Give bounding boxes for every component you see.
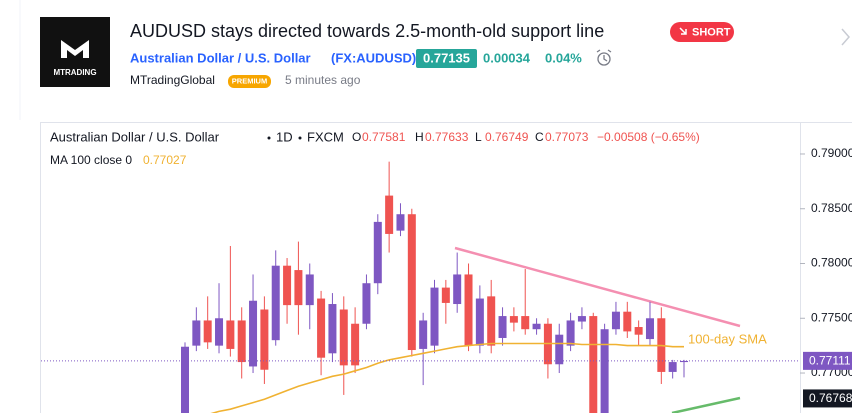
low-marker-label: 0.76768	[809, 391, 852, 405]
low-marker-box	[803, 389, 852, 408]
candle-body	[623, 311, 632, 332]
candle-body	[192, 320, 201, 346]
legend-ohlc-value: 0.77581	[362, 130, 406, 144]
ma-line	[210, 342, 684, 413]
resistance-trendline	[454, 246, 741, 328]
legend-ohlc-label: O	[352, 130, 361, 144]
legend-interval: 1D	[276, 129, 293, 144]
y-tick-label: 0.77500	[811, 310, 852, 324]
candle-body	[464, 274, 473, 346]
candle-body	[430, 287, 439, 346]
candle-body	[215, 318, 224, 346]
candle-body	[509, 316, 518, 323]
legend-source: FXCM	[307, 129, 344, 144]
candle-body	[237, 320, 246, 363]
candle-body	[634, 327, 643, 335]
candle-body	[521, 316, 530, 330]
candle-body	[487, 296, 496, 346]
short-tag[interactable]	[670, 22, 734, 42]
candle-body	[407, 214, 416, 351]
support-trendline	[671, 396, 741, 413]
legend-ohlc-value: 0.77073	[545, 130, 589, 144]
candle-body	[396, 214, 405, 231]
candle-body	[611, 311, 620, 330]
legend-symbol: Australian Dollar / U.S. Dollar	[50, 129, 220, 144]
candle-body	[645, 318, 654, 340]
candle-body	[419, 320, 428, 349]
chart-frame	[40, 122, 852, 413]
logo-icon	[61, 40, 89, 58]
y-tick-label: 0.78000	[811, 256, 852, 270]
candle-body	[226, 320, 235, 349]
legend-ohlc-label: H	[415, 130, 424, 144]
candle-body	[600, 329, 609, 413]
candle-body	[453, 274, 462, 305]
premium-badge	[228, 75, 271, 88]
candle-body	[317, 298, 326, 358]
price-change: 0.00034	[483, 50, 531, 65]
y-tick-label: 0.79000	[811, 146, 852, 160]
legend-separator	[298, 136, 302, 140]
candle-body	[668, 362, 677, 372]
last-price-label: 0.77111	[809, 354, 851, 368]
candle-body	[441, 287, 450, 303]
candle-body	[271, 265, 280, 341]
candle-body	[283, 265, 292, 306]
price-change-percent: 0.04%	[545, 50, 582, 65]
candle-body	[294, 270, 303, 306]
candle-body	[577, 316, 586, 322]
legend-ohlc-label: C	[535, 130, 544, 144]
premium-badge-text: PREMIUM	[232, 76, 267, 85]
candle-body	[589, 316, 598, 413]
candle-body	[203, 320, 212, 343]
candle-body	[566, 320, 575, 346]
next-arrow[interactable]	[841, 28, 850, 46]
alarm-icon[interactable]	[596, 49, 612, 66]
candle-body	[475, 298, 484, 346]
candle-body	[339, 309, 348, 366]
candle-body	[181, 346, 189, 413]
candle-body	[680, 360, 688, 363]
candle-body	[260, 309, 269, 370]
candle-body	[249, 300, 258, 367]
author[interactable]: MTradingGlobal	[130, 73, 215, 87]
legend-ohlc-label: L	[475, 130, 482, 144]
idea-title[interactable]: AUDUSD stays directed towards 2.5-month-…	[130, 21, 604, 41]
candle-body	[328, 304, 337, 354]
symbol-name[interactable]: Australian Dollar / U.S. Dollar	[130, 50, 311, 65]
candle-body	[362, 283, 371, 324]
candle-body	[373, 221, 382, 284]
price: 0.77135	[423, 50, 470, 65]
candle-body	[532, 323, 541, 330]
price-box	[416, 49, 477, 68]
legend-ohlc-value: 0.76749	[485, 130, 529, 144]
y-tick-label: 0.78500	[811, 201, 852, 215]
logo-text: MTRADING	[53, 68, 96, 77]
legend-change: −0.00508 (−0.65%)	[597, 130, 700, 144]
ma-value: 0.77027	[143, 153, 187, 167]
ma-label: MA 100 close 0	[50, 153, 132, 167]
candle-body	[305, 274, 314, 306]
candle-body	[351, 323, 360, 366]
candle-body	[555, 334, 564, 365]
candle-body	[498, 316, 507, 338]
plot-area	[181, 161, 741, 413]
sma-annotation: 100-day SMA	[688, 331, 767, 346]
symbol-code[interactable]: (FX:AUDUSD)	[331, 50, 416, 65]
candle-body	[385, 195, 394, 234]
last-price-box	[803, 351, 852, 370]
short-tag-text: SHORT	[692, 26, 731, 38]
legend-separator	[267, 136, 271, 140]
time-ago: 5 minutes ago	[285, 73, 361, 87]
legend-ohlc-value: 0.77633	[425, 130, 469, 144]
short-icon	[679, 27, 687, 35]
